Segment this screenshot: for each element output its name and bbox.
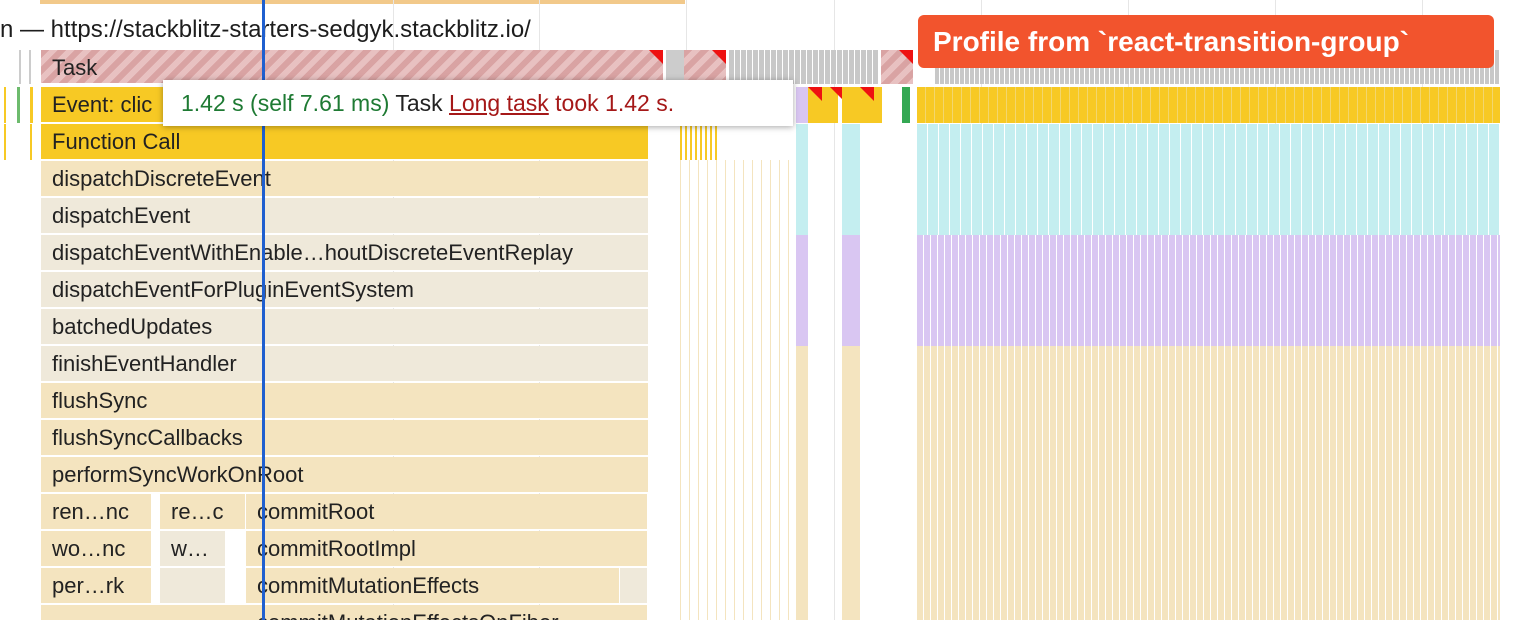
event-sliver[interactable] bbox=[30, 87, 33, 123]
event-block[interactable] bbox=[917, 87, 1500, 123]
event-label: Event: clic bbox=[52, 92, 153, 117]
frame-label: performSyncWorkOnRoot bbox=[52, 462, 304, 487]
frame-dispatch-event[interactable]: dispatchEvent bbox=[41, 198, 648, 234]
overview-selection-strip bbox=[40, 0, 685, 4]
tan-block[interactable] bbox=[842, 346, 860, 620]
long-task-marker bbox=[808, 87, 822, 101]
lavender-block[interactable] bbox=[842, 235, 860, 346]
frame-commit-mutation-effects-on-fiber[interactable]: commitMutationEffectsOnFiber bbox=[41, 605, 648, 620]
tan-block[interactable] bbox=[796, 346, 808, 620]
frame-split-b[interactable]: re…c bbox=[160, 494, 246, 530]
frame-label: finishEventHandler bbox=[52, 351, 237, 376]
frame-flush-sync[interactable]: flushSync bbox=[41, 383, 648, 419]
frame-label: dispatchEventWithEnable…houtDiscreteEven… bbox=[52, 240, 573, 265]
task-block[interactable] bbox=[729, 50, 879, 84]
frame-label: per…rk bbox=[52, 573, 125, 598]
event-sliver[interactable] bbox=[680, 124, 720, 160]
long-task-marker bbox=[830, 87, 844, 101]
frame-split-a[interactable]: ren…nc bbox=[41, 494, 152, 530]
frame-commit-root-impl[interactable]: commitRootImpl bbox=[246, 531, 648, 567]
frame-slivers[interactable] bbox=[680, 160, 790, 620]
flame-chart[interactable]: Task Event: clic Function Call dispatchD… bbox=[0, 50, 1540, 620]
cyan-block[interactable] bbox=[917, 124, 1500, 235]
timeline-cursor[interactable] bbox=[262, 0, 265, 620]
frame-label: commitMutationEffectsOnFiber bbox=[257, 610, 559, 620]
frame-split-a[interactable]: per…rk bbox=[41, 568, 152, 604]
frame-label: batchedUpdates bbox=[52, 314, 213, 339]
main-thread-url-label: n — https://stackblitz-starters-sedgyk.s… bbox=[0, 16, 531, 43]
event-sliver[interactable] bbox=[30, 124, 32, 160]
frame-dispatch-discrete-event[interactable]: dispatchDiscreteEvent bbox=[41, 161, 648, 197]
cyan-block[interactable] bbox=[796, 124, 808, 235]
event-sliver[interactable] bbox=[17, 87, 20, 123]
event-block[interactable] bbox=[796, 87, 808, 123]
task-bar[interactable]: Task bbox=[41, 50, 663, 84]
task-tooltip: 1.42 s (self 7.61 ms) Task Long task too… bbox=[163, 80, 793, 126]
tooltip-warning: took 1.42 s. bbox=[555, 90, 675, 116]
frame-label: ren…nc bbox=[52, 499, 130, 524]
frame-flush-sync-callbacks[interactable]: flushSyncCallbacks bbox=[41, 420, 648, 456]
frame-label: dispatchDiscreteEvent bbox=[52, 166, 271, 191]
frame-split-a[interactable]: wo…nc bbox=[41, 531, 152, 567]
lavender-block[interactable] bbox=[917, 235, 1500, 346]
frame-label: wo…nc bbox=[52, 536, 126, 561]
frame-label: re…c bbox=[171, 499, 224, 524]
frame-label: flushSync bbox=[52, 388, 148, 413]
frame-label: dispatchEvent bbox=[52, 203, 191, 228]
frame-split-b[interactable]: w… bbox=[160, 531, 226, 567]
tan-block[interactable] bbox=[917, 346, 1500, 620]
frame-label: flushSyncCallbacks bbox=[52, 425, 243, 450]
task-sliver[interactable] bbox=[19, 50, 21, 84]
frame-split-b[interactable] bbox=[160, 568, 226, 604]
long-task-marker bbox=[899, 50, 913, 64]
long-task-link[interactable]: Long task bbox=[449, 90, 549, 116]
grid-line bbox=[834, 0, 835, 620]
cyan-block[interactable] bbox=[842, 124, 860, 235]
frame-label: commitRoot bbox=[257, 499, 375, 524]
frame-label: w… bbox=[171, 536, 209, 561]
top-track bbox=[0, 0, 1540, 6]
profile-source-badge: Profile from `react-transition-group` bbox=[918, 15, 1494, 68]
event-sliver[interactable] bbox=[4, 87, 6, 123]
frame-commit-root[interactable]: commitRoot bbox=[246, 494, 648, 530]
frame-finish-event-handler[interactable]: finishEventHandler bbox=[41, 346, 648, 382]
function-call-bar[interactable]: Function Call bbox=[41, 124, 648, 160]
lavender-block[interactable] bbox=[796, 235, 808, 346]
frame-label: commitMutationEffects bbox=[257, 573, 480, 598]
frame-perform-sync-work-on-root[interactable]: performSyncWorkOnRoot bbox=[41, 457, 648, 493]
function-call-label: Function Call bbox=[52, 129, 181, 154]
event-block[interactable] bbox=[902, 87, 910, 123]
frame-dispatch-event-with-enable[interactable]: dispatchEventWithEnable…houtDiscreteEven… bbox=[41, 235, 648, 271]
long-task-marker bbox=[860, 87, 874, 101]
task-sliver[interactable] bbox=[29, 50, 31, 84]
frame-commit-mutation-effects[interactable]: commitMutationEffects bbox=[246, 568, 620, 604]
event-sliver[interactable] bbox=[4, 124, 6, 160]
long-task-marker bbox=[649, 50, 663, 64]
frame-label: commitRootImpl bbox=[257, 536, 416, 561]
frame-batched-updates[interactable]: batchedUpdates bbox=[41, 309, 648, 345]
tooltip-duration: 1.42 s (self 7.61 ms) bbox=[181, 90, 390, 116]
task-label: Task bbox=[52, 55, 98, 80]
tooltip-entry-name: Task bbox=[395, 90, 443, 116]
frame-sliver[interactable] bbox=[620, 568, 648, 604]
frame-label: dispatchEventForPluginEventSystem bbox=[52, 277, 414, 302]
long-task-marker bbox=[712, 50, 726, 64]
frame-dispatch-event-for-plugin[interactable]: dispatchEventForPluginEventSystem bbox=[41, 272, 648, 308]
